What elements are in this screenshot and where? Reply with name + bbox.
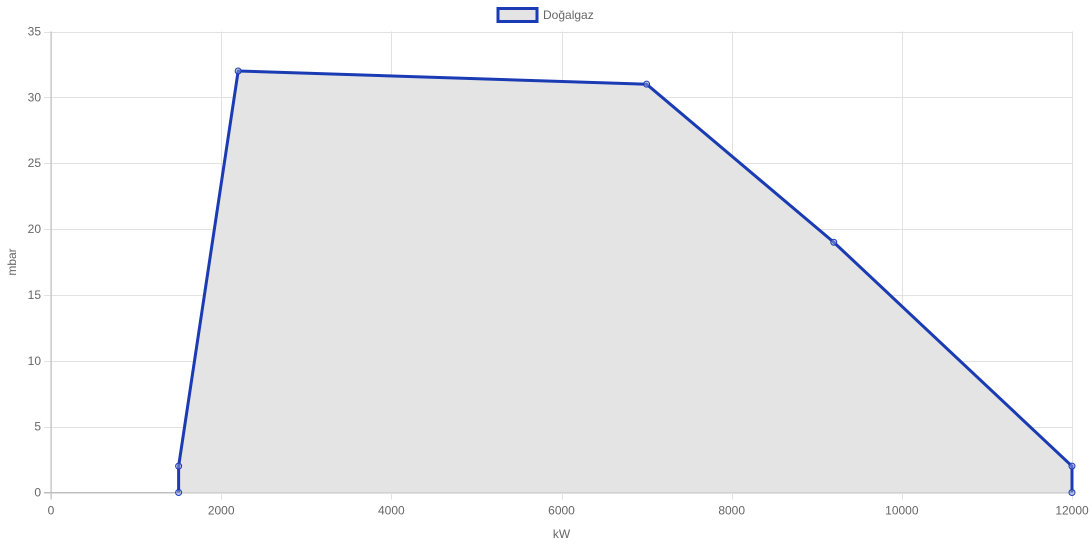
y-axis-title: mbar [5,248,19,275]
x-tick-label: 4000 [378,504,405,518]
data-point[interactable] [234,67,242,75]
y-tick-label: 35 [28,25,42,39]
y-tick-label: 5 [34,420,41,434]
legend-label[interactable]: Doğalgaz [543,8,594,22]
series-area [177,69,1074,493]
data-point[interactable] [643,80,651,88]
x-axis-title: kW [553,527,571,541]
y-tick-label: 25 [28,156,42,170]
data-point[interactable] [1068,462,1076,470]
data-point[interactable] [830,238,838,246]
data-point[interactable] [175,462,183,470]
y-tick-label: 30 [28,90,42,104]
series-fill [178,71,1072,493]
series-points [175,67,1076,496]
data-point[interactable] [175,489,183,496]
data-point[interactable] [1068,489,1076,496]
x-tick-label: 6000 [548,504,575,518]
x-tick-label: 10000 [885,504,919,518]
y-tick-label: 10 [28,354,42,368]
y-tick-label: 0 [34,486,41,500]
y-tick-label: 15 [28,288,42,302]
y-tick-label: 20 [28,222,42,236]
x-axis: 0 2000 4000 6000 8000 10000 12000 [48,504,1089,518]
legend-swatch[interactable] [496,7,539,23]
x-tick-label: 12000 [1055,504,1089,518]
legend[interactable]: Doğalgaz [496,7,594,23]
x-tick-label: 8000 [718,504,745,518]
x-tick-label: 0 [48,504,55,518]
y-axis: 0 5 10 15 20 25 30 35 [28,25,42,500]
x-tick-label: 2000 [208,504,235,518]
